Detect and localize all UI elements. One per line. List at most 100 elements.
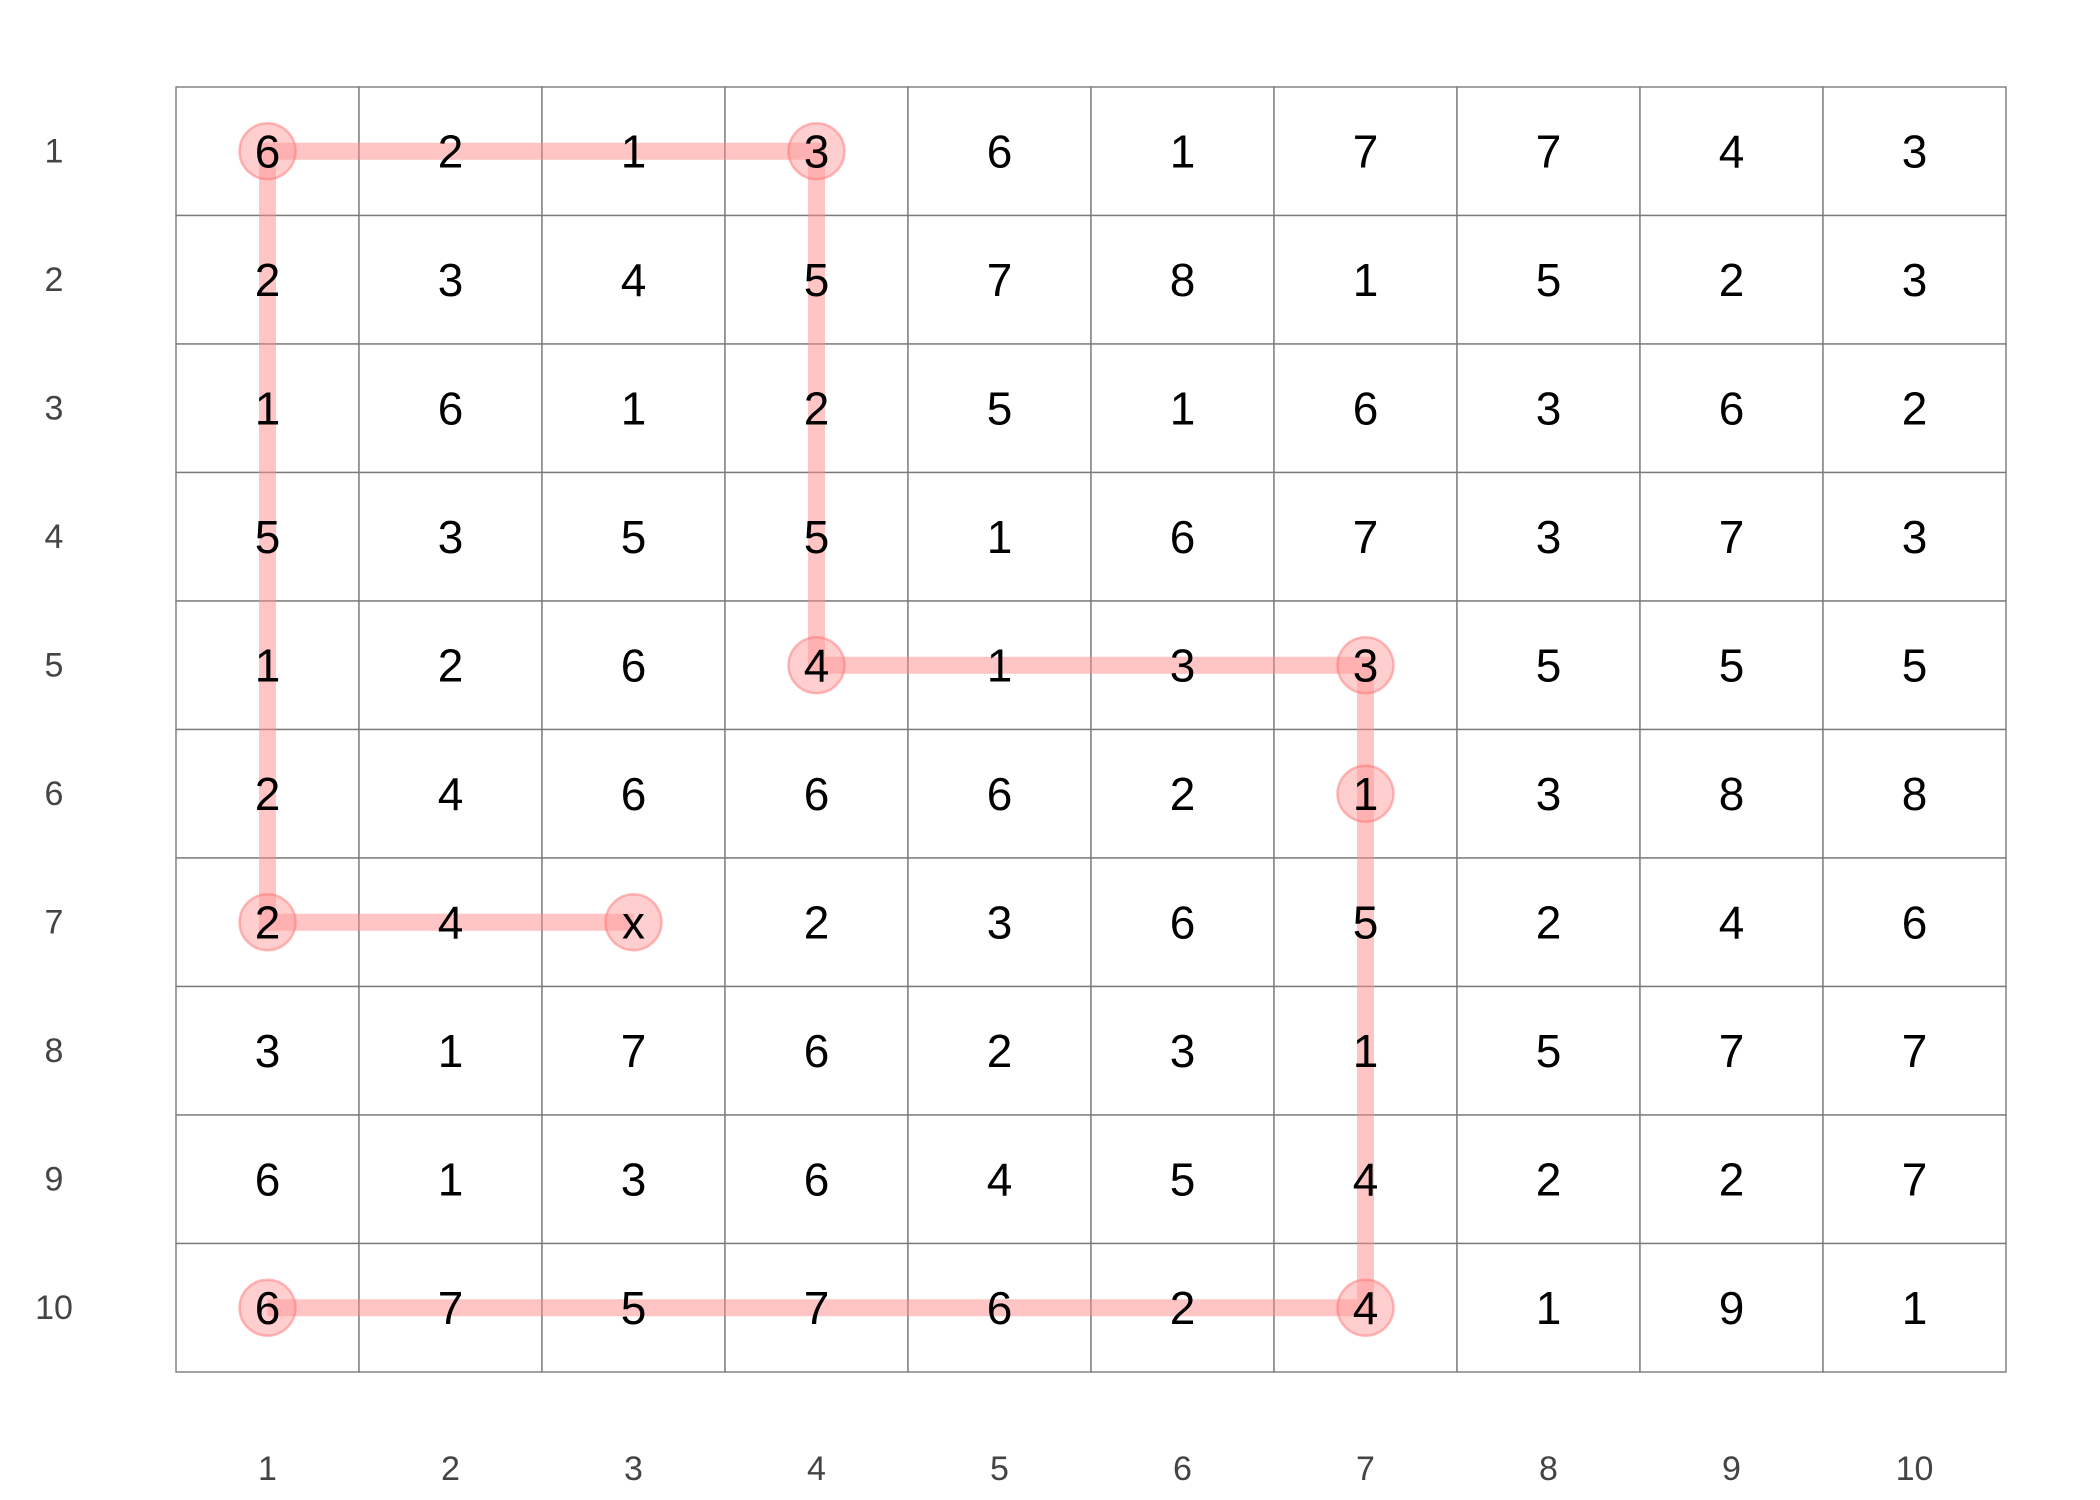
grid-cell-r9-c6[interactable] xyxy=(1090,1114,1275,1245)
grid-cell-r4-c9[interactable] xyxy=(1639,471,1824,602)
grid-cell-r2-c7[interactable] xyxy=(1273,214,1458,345)
cell-value: 1 xyxy=(621,382,647,434)
cell-value: 7 xyxy=(987,254,1013,306)
grid-cell-r10-c10[interactable] xyxy=(1822,1242,2007,1373)
grid-cell-r3-c2[interactable] xyxy=(358,343,543,474)
grid-cell-r5-c9[interactable] xyxy=(1639,600,1824,731)
cell-value: 1 xyxy=(1353,768,1379,820)
grid-cell-r3-c3[interactable] xyxy=(541,343,726,474)
cell-value: 4 xyxy=(1719,896,1745,948)
grid-cell-r6-c9[interactable] xyxy=(1639,728,1824,859)
column-label: 6 xyxy=(1173,1450,1192,1488)
cell-value: 6 xyxy=(1902,896,1928,948)
grid-cell-r2-c10[interactable] xyxy=(1822,214,2007,345)
grid-cell-r1-c10[interactable] xyxy=(1822,86,2007,217)
grid-cell-r2-c6[interactable] xyxy=(1090,214,1275,345)
grid-cell-r4-c8[interactable] xyxy=(1456,471,1641,602)
grid-cell-r6-c5[interactable] xyxy=(907,728,1092,859)
grid-cell-r9-c1[interactable] xyxy=(175,1114,360,1245)
grid-cell-r2-c9[interactable] xyxy=(1639,214,1824,345)
grid-cell-r9-c9[interactable] xyxy=(1639,1114,1824,1245)
grid-cell-r8-c5[interactable] xyxy=(907,985,1092,1116)
path-node-marker xyxy=(787,636,846,695)
cell-value: 5 xyxy=(1536,639,1562,691)
grid-cell-r2-c5[interactable] xyxy=(907,214,1092,345)
cell-value: 5 xyxy=(1353,896,1379,948)
grid-cell-r9-c2[interactable] xyxy=(358,1114,543,1245)
grid-cell-r8-c10[interactable] xyxy=(1822,985,2007,1116)
cell-value: 4 xyxy=(987,1153,1013,1205)
grid-cell-r1-c6[interactable] xyxy=(1090,86,1275,217)
grid-cell-r6-c3[interactable] xyxy=(541,728,726,859)
grid-cell-r9-c3[interactable] xyxy=(541,1114,726,1245)
cell-value: 2 xyxy=(255,768,281,820)
grid-cell-r8-c4[interactable] xyxy=(724,985,909,1116)
row-label: 5 xyxy=(45,646,64,684)
row-label: 1 xyxy=(45,132,64,170)
cell-value: x xyxy=(622,896,645,948)
grid-cell-r9-c10[interactable] xyxy=(1822,1114,2007,1245)
grid-cell-r7-c10[interactable] xyxy=(1822,857,2007,988)
grid-cell-r9-c8[interactable] xyxy=(1456,1114,1641,1245)
cell-value: 3 xyxy=(1170,639,1196,691)
cell-value: 3 xyxy=(1353,639,1379,691)
grid-cell-r3-c9[interactable] xyxy=(1639,343,1824,474)
grid-cell-r10-c8[interactable] xyxy=(1456,1242,1641,1373)
grid-cell-r2-c2[interactable] xyxy=(358,214,543,345)
grid-cell-r6-c6[interactable] xyxy=(1090,728,1275,859)
cell-value: 3 xyxy=(438,511,464,563)
grid-cell-r8-c9[interactable] xyxy=(1639,985,1824,1116)
cell-value: 8 xyxy=(1902,768,1928,820)
cell-value: 6 xyxy=(1170,511,1196,563)
grid-cell-r2-c3[interactable] xyxy=(541,214,726,345)
grid-cell-r8-c3[interactable] xyxy=(541,985,726,1116)
grid-cell-r3-c8[interactable] xyxy=(1456,343,1641,474)
path-node-marker xyxy=(1336,764,1395,823)
cell-value: 7 xyxy=(804,1282,830,1334)
grid-cell-r5-c10[interactable] xyxy=(1822,600,2007,731)
cell-value: 6 xyxy=(987,125,1013,177)
grid-cell-r4-c10[interactable] xyxy=(1822,471,2007,602)
cell-value: 5 xyxy=(1719,639,1745,691)
grid-cell-r8-c8[interactable] xyxy=(1456,985,1641,1116)
grid-cell-r4-c7[interactable] xyxy=(1273,471,1458,602)
grid-cell-r3-c5[interactable] xyxy=(907,343,1092,474)
cell-value: 5 xyxy=(804,254,830,306)
cell-value: 6 xyxy=(987,768,1013,820)
cell-value: 6 xyxy=(1719,382,1745,434)
grid-cell-r9-c4[interactable] xyxy=(724,1114,909,1245)
grid-cell-r5-c3[interactable] xyxy=(541,600,726,731)
grid-cell-r6-c4[interactable] xyxy=(724,728,909,859)
grid-cell-r4-c5[interactable] xyxy=(907,471,1092,602)
grid-cell-r7-c8[interactable] xyxy=(1456,857,1641,988)
cell-value: 5 xyxy=(987,382,1013,434)
grid-cell-r9-c5[interactable] xyxy=(907,1114,1092,1245)
grid-cell-r5-c2[interactable] xyxy=(358,600,543,731)
grid-cell-r5-c8[interactable] xyxy=(1456,600,1641,731)
path-node-marker xyxy=(787,122,846,181)
row-axis-labels: 1 2 3 4 5 6 7 8 9 10 xyxy=(35,132,73,1327)
grid-cell-r2-c8[interactable] xyxy=(1456,214,1641,345)
grid-cell-r4-c6[interactable] xyxy=(1090,471,1275,602)
cell-value: 5 xyxy=(804,511,830,563)
grid-cell-r7-c6[interactable] xyxy=(1090,857,1275,988)
cell-value: 6 xyxy=(987,1282,1013,1334)
cell-value: 1 xyxy=(438,1153,464,1205)
grid-cell-r1-c8[interactable] xyxy=(1456,86,1641,217)
cell-value: 2 xyxy=(1536,1153,1562,1205)
grid-cell-r10-c9[interactable] xyxy=(1639,1242,1824,1373)
cell-value: 3 xyxy=(1536,382,1562,434)
grid-cell-r8-c6[interactable] xyxy=(1090,985,1275,1116)
cell-value: 4 xyxy=(804,639,830,691)
grid-cell-r3-c10[interactable] xyxy=(1822,343,2007,474)
path-node-marker xyxy=(1336,636,1395,695)
grid-cell-r7-c9[interactable] xyxy=(1639,857,1824,988)
cell-value: 3 xyxy=(804,125,830,177)
cell-value: 3 xyxy=(1536,511,1562,563)
grid-cell-r8-c2[interactable] xyxy=(358,985,543,1116)
path-node-marker xyxy=(238,1278,297,1337)
grid-cell-r7-c4[interactable] xyxy=(724,857,909,988)
grid-cell-r1-c5[interactable] xyxy=(907,86,1092,217)
grid-cell-r3-c7[interactable] xyxy=(1273,343,1458,474)
